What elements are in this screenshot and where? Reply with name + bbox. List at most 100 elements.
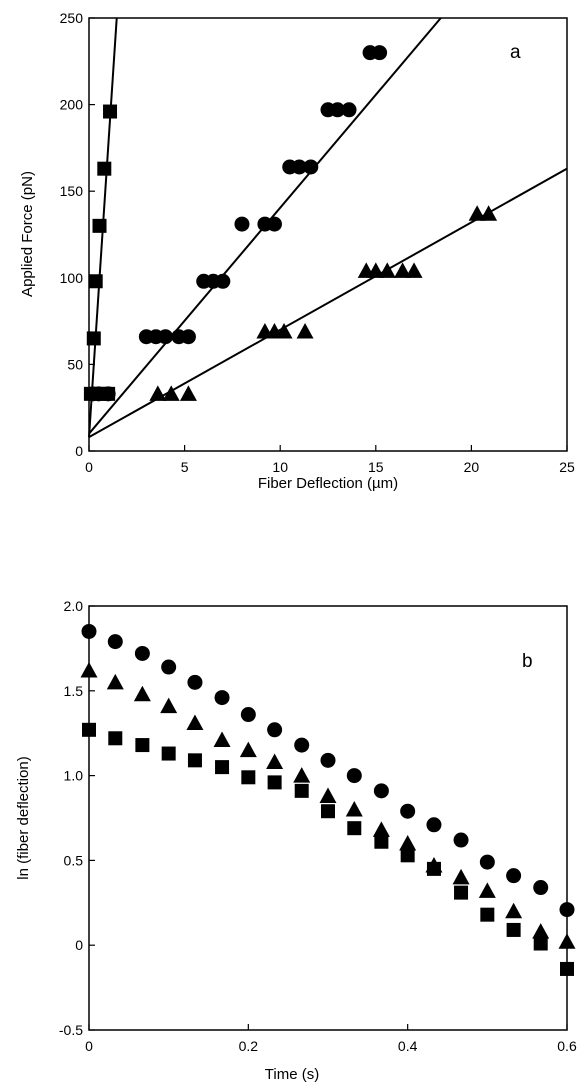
panel-b-square-point-2 (135, 738, 150, 753)
panel-b-square-point-13 (426, 861, 441, 876)
panel-b-square-point-5 (215, 760, 230, 775)
panel-b-circle-point-15 (479, 854, 495, 870)
panel-b-triangle-point-12 (399, 834, 417, 851)
panel-b-square-point-16 (506, 922, 521, 937)
panel-b-x-tick-label-2: 0.4 (398, 1038, 418, 1054)
panel-a-x-tick-label-1: 5 (181, 459, 189, 475)
panel-b-square-point-15 (480, 907, 495, 922)
panel-b-square-point-11 (374, 834, 389, 849)
panel-a-square-point-5 (103, 104, 118, 119)
panel-a-triangle-point-0 (149, 385, 167, 401)
panel-a-x-axis-title: Fiber Deflection (µm) (258, 475, 398, 492)
panel-b-letter: b (522, 651, 533, 672)
panel-b-ticks: 0 0.2 0.4 0.6-0.500.51.01.52.0 (59, 598, 577, 1054)
panel-b-square-point-10 (347, 821, 362, 836)
panel-a-triangle-point-1 (162, 385, 180, 401)
panel-b-y-axis-title: ln (fiber deflection) (15, 756, 32, 879)
panel-b-y-tick-label-3: 1.0 (64, 768, 84, 784)
panel-b-circle-point-9 (320, 752, 336, 768)
panel-b-circle-point-10 (346, 768, 362, 784)
panel-b-y-tick-label-5: 2.0 (64, 598, 84, 614)
panel-b-triangle-point-4 (186, 714, 204, 731)
panel-a-x-tick-label-3: 15 (368, 459, 384, 475)
panel-b-markers (80, 623, 576, 976)
panel-a-fit-lines (88, 17, 568, 439)
panel-b-y-tick-label-1: 0 (75, 937, 83, 953)
panel-a-x-tick-label-0: 0 (85, 459, 93, 475)
panel-b: 0 0.2 0.4 0.6-0.500.51.01.52.0 b Time (s) l… (15, 598, 577, 1083)
panel-b-circle-point-12 (400, 803, 416, 819)
panel-a-square-point-4 (97, 161, 112, 176)
panel-a-circle-point-5 (157, 329, 173, 345)
panel-b-triangle-point-6 (239, 741, 257, 758)
panel-a-markers (83, 45, 498, 402)
panel-b-y-tick-label-4: 1.5 (64, 683, 84, 699)
panel-b-circle-point-5 (214, 690, 230, 706)
panel-a-triangle-point-13 (480, 205, 498, 221)
panel-b-x-tick-label-1: 0.2 (239, 1038, 259, 1054)
panel-b-triangle-point-9 (319, 787, 337, 803)
panel-b-triangle-point-15 (478, 882, 496, 898)
panel-b-circle-point-7 (267, 722, 283, 738)
panel-b-square-point-12 (400, 848, 415, 863)
panel-b-circle-point-14 (453, 832, 469, 848)
panel-a-circle-point-15 (291, 159, 307, 175)
panel-b-circle-point-4 (187, 674, 203, 690)
panel-a-circle-point-19 (341, 102, 357, 118)
panel-b-x-tick-label-3: 0.6 (557, 1038, 577, 1054)
panel-a-circle-point-7 (180, 329, 196, 345)
panel-a-square-point-3 (92, 218, 107, 233)
panel-b-circle-point-16 (506, 868, 522, 884)
panel-a-y-tick-label-3: 150 (60, 183, 84, 199)
panel-b-square-point-7 (267, 775, 282, 790)
panel-a-triangle-point-2 (179, 385, 197, 401)
panel-b-triangle-point-5 (213, 731, 231, 747)
panel-a-triangle-point-5 (275, 322, 293, 339)
panel-b-triangle-point-18 (558, 933, 576, 949)
panel-b-square-point-9 (321, 804, 335, 819)
panel-a-y-tick-label-0: 0 (75, 443, 83, 459)
panel-b-y-tick-label-2: 0.5 (64, 852, 84, 868)
panel-b-square-point-3 (161, 746, 176, 761)
panel-a-y-tick-label-2: 100 (60, 270, 84, 286)
panel-b-x-tick-label-0: 0 (85, 1038, 93, 1054)
panel-a-triangle-point-9 (378, 262, 396, 278)
panel-a-x-tick-label-2: 10 (272, 459, 288, 475)
panel-a-circle-point-11 (234, 216, 250, 232)
panel-a-y-axis-title: Applied Force (pN) (19, 171, 36, 297)
panel-b-circle-point-3 (161, 659, 177, 675)
panel-a-y-tick-label-5: 250 (60, 10, 84, 26)
panel-b-triangle-point-2 (133, 685, 151, 702)
panel-b-circle-point-13 (426, 817, 442, 833)
panel-b-x-axis-title: Time (s) (265, 1066, 319, 1083)
panel-b-triangle-point-11 (372, 821, 390, 837)
panel-a-y-tick-label-1: 50 (67, 356, 83, 372)
panel-b-triangle-point-17 (532, 923, 550, 939)
panel-b-y-tick-label-0: -0.5 (59, 1022, 83, 1038)
panel-a-y-tick-label-4: 200 (60, 97, 84, 113)
panel-b-triangle-point-7 (266, 753, 284, 770)
panel-a-x-tick-label-4: 20 (464, 459, 480, 475)
panel-a-circle-point-2 (100, 386, 116, 402)
panel-b-triangle-point-14 (452, 868, 470, 885)
panel-a-plot-frame (88, 17, 568, 452)
panel-a-triangle-point-11 (405, 262, 423, 278)
panel-b-triangle-point-0 (80, 661, 98, 678)
panel-b-square-point-18 (560, 961, 574, 976)
panel-b-circle-point-17 (533, 880, 549, 896)
panel-a-triangle-point-6 (296, 322, 314, 339)
panel-b-plot-frame (88, 605, 568, 1031)
panel-a-square-point-1 (86, 331, 101, 346)
panel-b-square-point-14 (454, 885, 469, 900)
panel-b-square-point-0 (82, 722, 96, 737)
panel-b-circle-point-1 (107, 634, 123, 650)
panel-a-triangle-point-8 (367, 262, 385, 278)
panel-b-square-point-8 (294, 783, 309, 798)
panel-b-triangle-point-16 (505, 902, 523, 919)
panel-b-circle-point-0 (81, 623, 97, 639)
panel-b-circle-point-11 (373, 783, 389, 799)
panel-b-triangle-point-1 (106, 673, 124, 690)
panel-b-square-point-4 (187, 753, 202, 768)
